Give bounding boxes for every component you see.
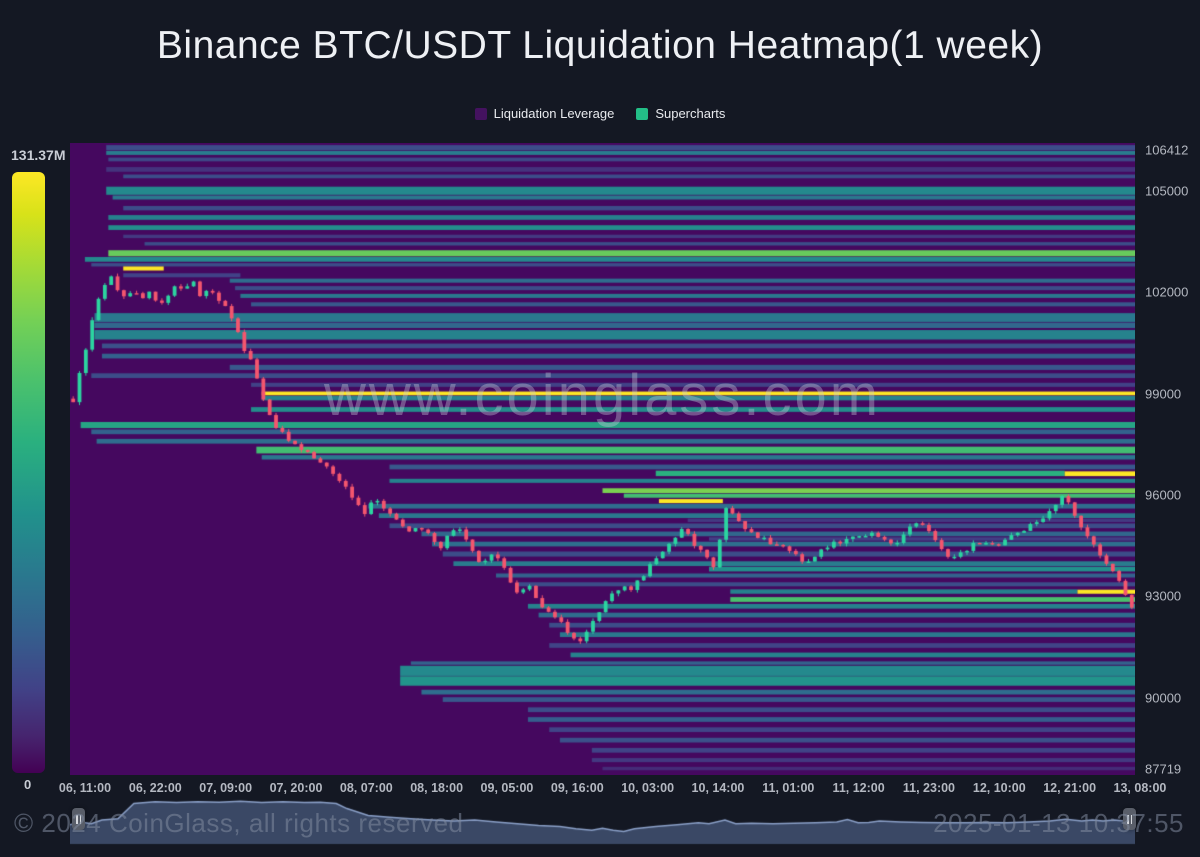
time-tick-label: 07, 20:00 (269, 781, 323, 795)
time-tick-label: 06, 11:00 (58, 781, 112, 795)
time-tick-label: 11, 23:00 (902, 781, 956, 795)
time-tick-label: 06, 22:00 (128, 781, 182, 795)
legend-swatch-icon (636, 107, 649, 120)
chart-legend: Liquidation Leverage Supercharts (0, 106, 1200, 121)
time-tick-label: 10, 14:00 (691, 781, 745, 795)
legend-label: Supercharts (655, 106, 726, 121)
price-tick-label: 93000 (1145, 588, 1182, 604)
time-tick-label: 13, 08:00 (1113, 781, 1167, 795)
time-tick-label: 11, 01:00 (762, 781, 815, 795)
liquidation-heatmap-canvas[interactable] (70, 143, 1135, 775)
range-navigator[interactable] (70, 793, 1136, 847)
time-tick-label: 09, 05:00 (480, 781, 534, 795)
legend-item-1[interactable]: Supercharts (636, 106, 725, 121)
time-tick-label: 12, 21:00 (1043, 781, 1097, 795)
price-tick-label: 106412 (1145, 142, 1189, 158)
time-tick-label: 08, 07:00 (339, 781, 393, 795)
time-tick-label: 11, 12:00 (832, 781, 885, 795)
heatmap-plot-area[interactable] (70, 143, 1135, 775)
time-tick-label: 08, 18:00 (410, 781, 464, 795)
navigator-right-handle[interactable] (1123, 808, 1136, 830)
price-tick-label: 105000 (1145, 183, 1189, 199)
price-tick-label: 87719 (1145, 761, 1182, 777)
timestamp-text: 2025-01-13 10:37:55 (933, 808, 1184, 838)
time-tick-label: 07, 09:00 (199, 781, 253, 795)
page-title: Binance BTC/USDT Liquidation Heatmap(1 w… (156, 24, 1044, 67)
copyright-text: © 2024 CoinGlass, all rights reserved (14, 808, 464, 838)
legend-label: Liquidation Leverage (493, 106, 615, 121)
navigator-left-handle[interactable] (72, 808, 85, 830)
colorbar-gradient (12, 172, 45, 773)
price-tick-label: 96000 (1145, 487, 1182, 503)
price-tick-label: 90000 (1145, 690, 1182, 706)
colorbar-max-label: 131.37M (11, 147, 66, 163)
price-tick-label: 99000 (1145, 386, 1182, 402)
legend-item-0[interactable]: Liquidation Leverage (474, 106, 615, 121)
price-tick-label: 102000 (1145, 284, 1189, 300)
colorbar-min-label: 0 (24, 777, 32, 792)
navigator-area-canvas[interactable] (70, 793, 1135, 847)
time-tick-label: 10, 03:00 (621, 781, 675, 795)
time-tick-label: 09, 16:00 (550, 781, 604, 795)
legend-swatch-icon (474, 107, 487, 120)
time-tick-label: 12, 10:00 (972, 781, 1026, 795)
